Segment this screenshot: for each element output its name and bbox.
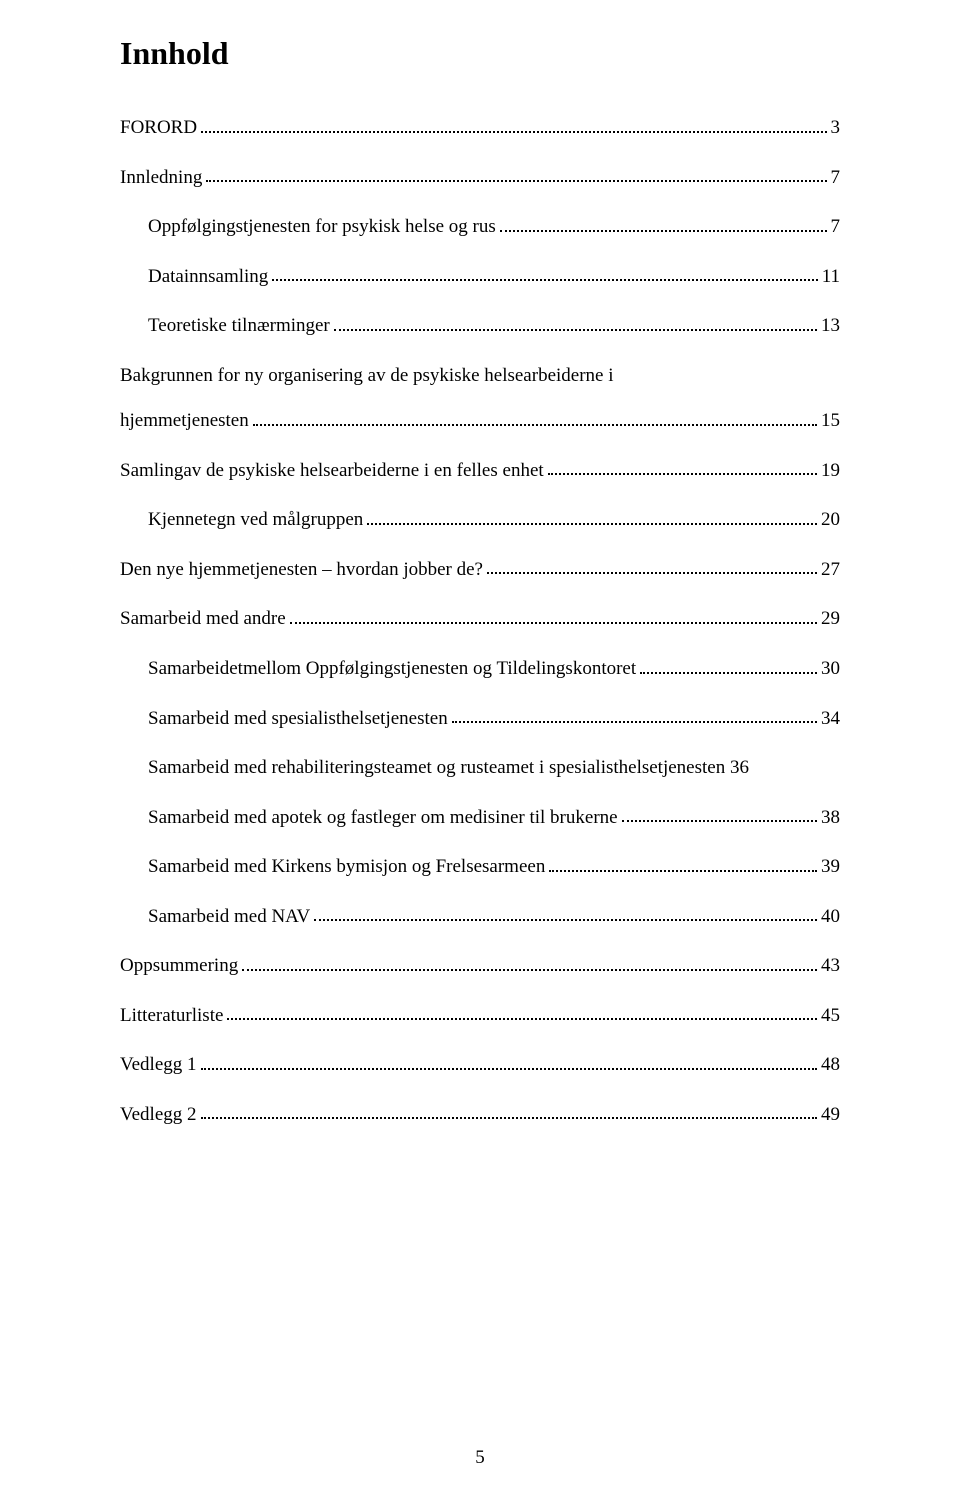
toc-page-number: 27 [821,556,840,584]
toc-entry: Samarbeid med Kirkens bymisjon og Frelse… [148,853,840,881]
toc-entry: Litteraturliste 45 [120,1002,840,1030]
toc-label: Kjennetegn ved målgruppen [148,506,363,534]
toc-label: Samarbeid med NAV [148,903,310,931]
toc-label: FORORD [120,114,197,142]
toc-page-number: 29 [821,605,840,633]
toc-page-number: 45 [821,1002,840,1030]
toc-page-number: 43 [821,952,840,980]
toc-label: Innledning [120,164,202,192]
toc-entry: Kjennetegn ved målgruppen 20 [148,506,840,534]
toc-label: Samarbeid med andre [120,605,286,633]
toc-label: Oppsummering [120,952,238,980]
page-title: Innhold [120,35,840,72]
toc-page-number: 30 [821,655,840,683]
toc-label: Teoretiske tilnærminger [148,312,330,340]
toc-label: Samarbeid med rehabiliteringsteamet og r… [148,754,725,782]
toc-page-number: 3 [831,114,841,142]
toc-page-number: 11 [822,263,840,291]
toc-page-number: 20 [821,506,840,534]
toc-page-number: 15 [821,407,840,435]
toc-leader-dots [272,279,817,281]
toc-label: Samarbeid med apotek og fastleger om med… [148,804,618,832]
toc-page-number: 38 [821,804,840,832]
toc-leader-dots [452,721,817,723]
toc-leader-dots [549,870,817,872]
toc-entry: Samarbeid med rehabiliteringsteamet og r… [148,754,840,782]
toc-page-number: 13 [821,312,840,340]
toc-leader-dots [201,131,826,133]
toc-page-number: 39 [821,853,840,881]
toc-page-number: 7 [831,213,841,241]
toc-leader-dots [367,523,817,525]
toc-label: Samarbeid med spesialisthelsetjenesten [148,705,448,733]
toc-leader-dots [242,969,817,971]
toc-label: Samlingav de psykiske helsearbeiderne i … [120,457,544,485]
page-number: 5 [0,1447,960,1469]
toc-label: Bakgrunnen for ny organisering av de psy… [120,362,840,390]
toc-leader-dots [201,1068,817,1070]
toc-leader-dots [290,622,817,624]
toc-entry: Samarbeidetmellom Oppfølgingstjenesten o… [148,655,840,683]
toc-leader-dots [500,230,827,232]
toc-label: Oppfølgingstjenesten for psykisk helse o… [148,213,496,241]
toc-page-number: 34 [821,705,840,733]
toc-page-number: 48 [821,1051,840,1079]
toc-entry: Samarbeid med andre 29 [120,605,840,633]
toc-label: Samarbeidetmellom Oppfølgingstjenesten o… [148,655,636,683]
toc-label: Datainnsamling [148,263,268,291]
toc-leader-dots [206,180,826,182]
toc-page-number: 19 [821,457,840,485]
toc-leader-dots [487,572,817,574]
toc-label: Den nye hjemmetjenesten – hvordan jobber… [120,556,483,584]
toc-leader-dots [314,919,817,921]
toc-leader-dots [253,424,817,426]
toc-entry: Vedlegg 1 48 [120,1051,840,1079]
toc-entry: Samarbeid med apotek og fastleger om med… [148,804,840,832]
toc-label: Samarbeid med Kirkens bymisjon og Frelse… [148,853,545,881]
toc-page-number: 49 [821,1101,840,1129]
toc-leader-dots [334,329,817,331]
toc-leader-dots [622,820,817,822]
toc-label: hjemmetjenesten [120,407,249,435]
toc-page-number: 40 [821,903,840,931]
toc-label: Vedlegg 1 [120,1051,197,1079]
toc-entry: Innledning 7 [120,164,840,192]
toc-page-number: 36 [730,754,749,782]
toc-entry: Samarbeid med NAV 40 [148,903,840,931]
toc-entry: Oppsummering 43 [120,952,840,980]
toc-page-number: 7 [831,164,841,192]
toc-entry: Samlingav de psykiske helsearbeiderne i … [120,457,840,485]
toc-leader-dots [227,1018,817,1020]
toc-entry: FORORD 3 [120,114,840,142]
toc-label: Litteraturliste [120,1002,223,1030]
toc-label: Vedlegg 2 [120,1101,197,1129]
table-of-contents: FORORD 3 Innledning 7 Oppfølgingstjenesten f… [120,114,840,1128]
toc-entry: Oppfølgingstjenesten for psykisk helse o… [148,213,840,241]
toc-entry: Datainnsamling 11 [148,263,840,291]
toc-entry: Den nye hjemmetjenesten – hvordan jobber… [120,556,840,584]
toc-leader-dots [640,672,817,674]
toc-leader-dots [201,1117,817,1119]
toc-entry: Bakgrunnen for ny organisering av de psy… [120,362,840,435]
toc-leader-dots [548,473,817,475]
toc-entry: Samarbeid med spesialisthelsetjenesten 34 [148,705,840,733]
toc-entry: Teoretiske tilnærminger 13 [148,312,840,340]
toc-entry: Vedlegg 2 49 [120,1101,840,1129]
